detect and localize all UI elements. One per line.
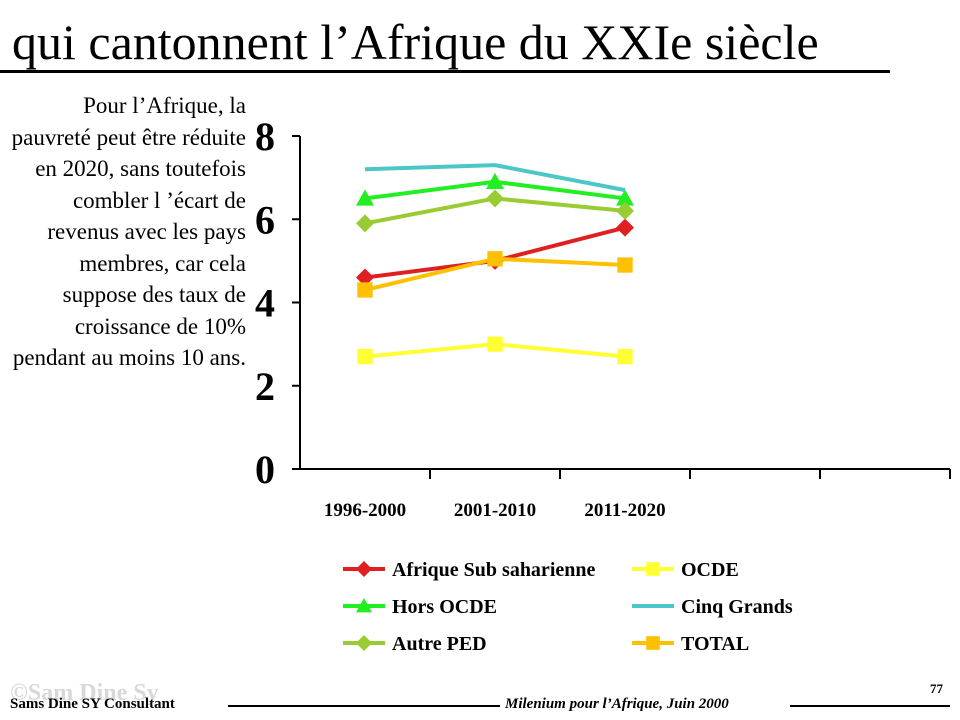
legend-swatch-marker [356,598,372,613]
slide-title: qui cantonnent l’Afrique du XXIe siècle [12,14,819,70]
data-point [356,189,374,206]
legend-label: TOTAL [681,633,749,655]
data-point [356,268,374,287]
data-point [357,282,373,298]
data-point [617,257,633,273]
y-tick-label: 8 [255,114,275,159]
x-tick-label: 2011-2020 [584,500,665,521]
legend-swatch-marker [356,561,372,577]
y-tick-label: 0 [255,447,275,492]
y-tick-label: 4 [255,281,275,326]
data-point [486,172,504,189]
data-point [356,214,374,233]
footer-rule-right [790,705,950,707]
data-point [357,348,373,365]
data-point [487,336,503,352]
legend-label: Hors OCDE [392,596,497,618]
series-line [364,163,626,193]
y-tick-label: 2 [255,364,275,409]
data-point [487,251,503,267]
title-underline [0,70,890,73]
y-tick-label: 6 [255,197,275,242]
page-number: 77 [930,681,943,696]
legend-swatch-marker [356,635,372,651]
data-point [486,189,504,208]
side-text: Pour l’Afrique, la pauvreté peut être ré… [10,90,246,374]
legend-swatch-marker [646,636,660,650]
side-paragraph: Pour l’Afrique, la pauvreté peut être ré… [11,93,246,370]
data-point [616,218,634,237]
watermark: ©Sam Dine Sy [10,680,159,706]
x-tick-label: 1996-2000 [324,500,406,521]
x-tick-label: 2001-2010 [454,500,536,521]
legend-label: Autre PED [392,633,487,655]
footer-rule-left [228,705,500,707]
data-point [616,201,634,220]
data-point [616,189,634,206]
legend-swatch-marker [646,562,660,576]
data-point [617,348,633,365]
legend-label: OCDE [681,559,739,581]
legend-label: Afrique Sub saharienne [392,559,595,581]
footer-author: Sams Dine SY Consultant [10,696,175,712]
footer-event: Milenium pour l’Afrique, Juin 2000 [505,696,729,712]
legend-label: Cinq Grands [681,596,793,618]
